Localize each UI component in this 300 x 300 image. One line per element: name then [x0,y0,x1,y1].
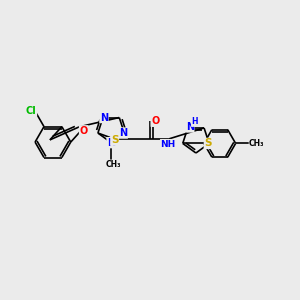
Text: O: O [151,116,159,126]
Text: S: S [204,138,212,148]
Text: N: N [107,138,115,148]
Text: CH₃: CH₃ [249,139,265,148]
Text: CH₃: CH₃ [105,160,121,169]
Text: S: S [111,135,118,145]
Text: O: O [80,126,88,136]
Text: N: N [100,112,108,122]
Text: Cl: Cl [26,106,37,116]
Text: N: N [186,122,194,132]
Text: NH: NH [160,140,176,148]
Text: H: H [191,118,198,127]
Text: N: N [119,128,128,138]
